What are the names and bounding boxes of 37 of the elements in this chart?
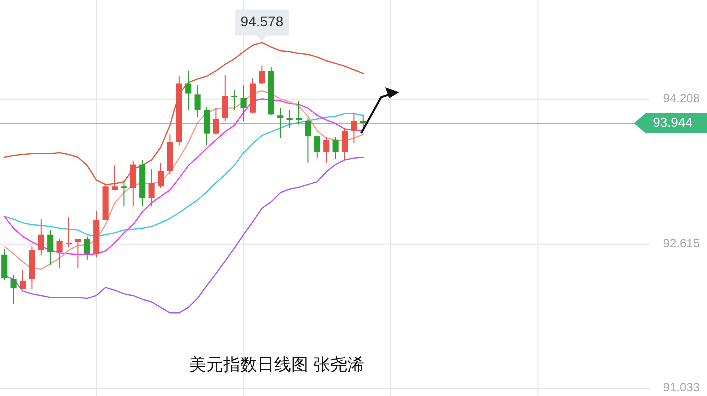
candlestick bbox=[222, 75, 228, 122]
line-series bbox=[4, 113, 364, 238]
candlestick bbox=[112, 165, 118, 191]
candlestick bbox=[305, 118, 312, 164]
candlestick bbox=[20, 270, 26, 290]
candlestick bbox=[332, 136, 339, 160]
candlestick bbox=[314, 136, 320, 159]
candlestick bbox=[194, 85, 201, 118]
text: 美元指数日线图 张尧浠 bbox=[190, 355, 364, 374]
candlestick bbox=[278, 108, 284, 139]
candlestick bbox=[351, 112, 358, 144]
y-tick-label: 92.615 bbox=[663, 236, 700, 251]
candlestick bbox=[324, 136, 330, 164]
candlestick bbox=[158, 162, 164, 189]
ref-line-label: 93.944 bbox=[653, 114, 693, 130]
candlestick bbox=[66, 217, 72, 248]
y-tick-label: 91.033 bbox=[663, 380, 700, 395]
annotation: 94.578 bbox=[240, 13, 284, 30]
candlestick bbox=[38, 218, 44, 256]
candlestick bbox=[10, 274, 17, 305]
candlestick bbox=[84, 236, 90, 261]
candlestick bbox=[48, 230, 54, 266]
candlestick bbox=[360, 115, 366, 129]
candlestick bbox=[148, 168, 155, 208]
candlestick bbox=[130, 160, 136, 208]
candlestick bbox=[232, 90, 238, 111]
candlestick bbox=[2, 248, 8, 281]
candlestick bbox=[121, 180, 128, 208]
candlestick bbox=[204, 106, 210, 146]
candlestick bbox=[186, 70, 192, 111]
y-tick-label: 94.208 bbox=[663, 92, 700, 106]
candlestick bbox=[259, 65, 266, 84]
candlestick bbox=[342, 128, 348, 161]
candlestick bbox=[213, 108, 220, 136]
candlestick bbox=[75, 238, 82, 270]
candlestick bbox=[56, 238, 63, 270]
candlestick bbox=[240, 85, 247, 122]
